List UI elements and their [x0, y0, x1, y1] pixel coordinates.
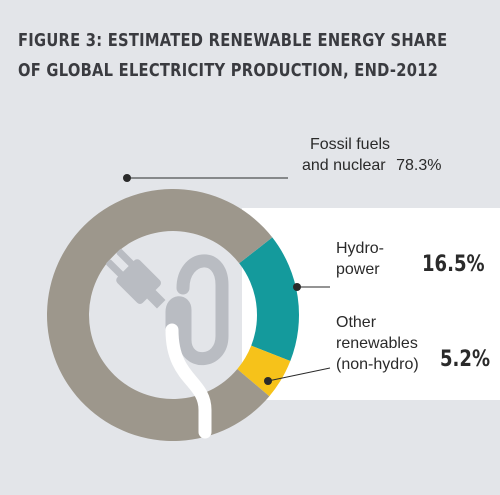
- slice-fossil-nuclear: [47, 188, 273, 441]
- leader-other-dot: [264, 377, 272, 385]
- label-other-line-1: Other: [336, 314, 377, 331]
- label-other-line-3: (non-hydro): [336, 356, 419, 373]
- slice-other-renewables: [237, 345, 291, 397]
- label-other-pct: 5.2%: [440, 347, 491, 372]
- label-hydro-pct: 16.5%: [422, 252, 485, 277]
- chart-title-line-2: OF GLOBAL ELECTRICITY PRODUCTION, END-20…: [18, 61, 439, 81]
- white-cable: [165, 323, 212, 439]
- label-other-line-2: renewables: [336, 335, 418, 352]
- label-hydro-line-2: power: [336, 261, 380, 278]
- label-fossil-name: and nuclear: [302, 157, 386, 174]
- plug-icon: [106, 249, 229, 439]
- chart-title-line-1: FIGURE 3: ESTIMATED RENEWABLE ENERGY SHA…: [18, 31, 448, 51]
- plug-cable: [165, 254, 229, 366]
- label-hydro-line-1: Hydro-: [336, 240, 385, 257]
- leader-hydro-dot: [293, 283, 301, 291]
- slice-hydropower: [239, 237, 299, 361]
- label-fossil-line-2: and nuclear 78.3%: [302, 155, 441, 176]
- leader-fossil-dot: [123, 174, 131, 182]
- label-fossil-line-1: Fossil fuels: [310, 136, 391, 153]
- label-fossil-pct: 78.3%: [396, 157, 442, 174]
- leader-lines: [123, 174, 331, 385]
- leader-other-line: [267, 367, 331, 382]
- chart-title: FIGURE 3: ESTIMATED RENEWABLE ENERGY SHA…: [18, 26, 448, 86]
- donut-slices: [47, 188, 299, 441]
- plug-head: [106, 249, 166, 309]
